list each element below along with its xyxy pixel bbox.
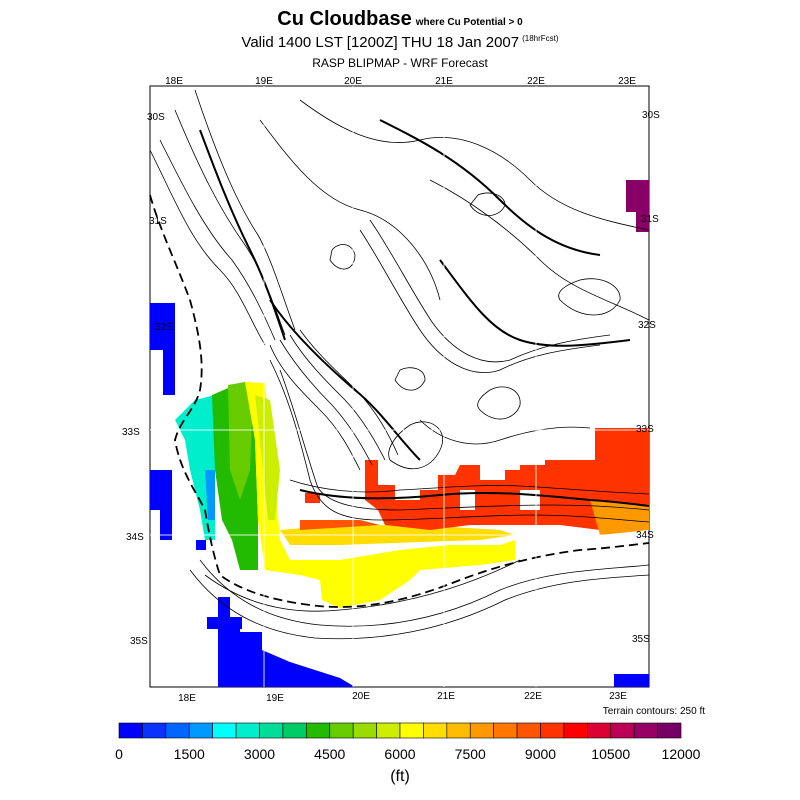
colorbar-tick-label: 10500 — [591, 746, 630, 762]
lon-label-bottom: 23E — [609, 691, 627, 702]
colorbar-swatch — [540, 722, 565, 739]
valid-time-text: Valid 1400 LST [1200Z] THU 18 Jan 2007 — [241, 34, 520, 51]
colorbar-swatch — [165, 722, 190, 739]
colorbar-swatch — [423, 722, 448, 739]
lat-label-left: 32S — [155, 322, 173, 333]
colorbar-swatch — [142, 722, 167, 739]
lat-labels-left: 30S 31S 32S 33S 34S 35S — [122, 112, 173, 647]
colorbar-swatch — [563, 722, 588, 739]
forecast-hours: (18hrFcst) — [522, 34, 559, 43]
colorbar-swatch — [587, 722, 612, 739]
lon-label-top: 21E — [435, 76, 453, 87]
colorbar-tick-label: 7500 — [455, 746, 486, 762]
colorbar-swatch — [212, 722, 237, 739]
colorbar-swatch — [188, 722, 213, 739]
colorbar-swatch — [306, 722, 331, 739]
colorbar-swatch — [610, 722, 635, 739]
lon-labels-bottom: 18E 19E 20E 21E 22E 23E — [178, 691, 627, 704]
colorbar-swatch — [235, 722, 260, 739]
colorbar-ticks: 0 1500 3000 4500 6000 7500 9000 10500 12000 — [115, 746, 701, 762]
colorbar-swatch — [446, 722, 471, 739]
lat-label-left: 35S — [130, 636, 148, 647]
lon-label-bottom: 20E — [352, 691, 370, 702]
colorbar-swatches — [118, 722, 682, 739]
lon-label-bottom: 22E — [524, 691, 542, 702]
title-main: Cu Cloudbase — [277, 8, 412, 30]
lat-label-left: 31S — [149, 216, 167, 227]
colorbar-swatch — [469, 722, 494, 739]
lat-label-right: 34S — [636, 530, 654, 541]
lat-label-left: 33S — [122, 427, 140, 438]
colorbar-swatch — [493, 722, 518, 739]
lon-label-bottom: 21E — [437, 691, 455, 702]
lat-label-left: 34S — [126, 532, 144, 543]
colorbar-swatch — [376, 722, 401, 739]
colorbar-tick-label: 9000 — [525, 746, 556, 762]
coastline — [149, 194, 650, 608]
terrain-note: Terrain contours: 250 ft — [602, 706, 705, 717]
colorbar-swatch — [657, 722, 682, 739]
graticule — [150, 86, 649, 687]
colorbar-tick-label: 6000 — [384, 746, 415, 762]
title-suffix: where Cu Potential > 0 — [415, 17, 523, 28]
colorbar-tick-label: 0 — [115, 746, 123, 762]
lon-label-bottom: 18E — [178, 693, 196, 704]
lon-label-top: 19E — [255, 76, 273, 87]
lat-label-right: 35S — [632, 634, 650, 645]
lat-label-right: 33S — [636, 424, 654, 435]
lat-labels-right: 30S 31S 32S 33S 34S 35S — [632, 110, 660, 645]
lon-label-top: 22E — [527, 76, 545, 87]
colorbar-unit: (ft) — [390, 768, 410, 785]
lon-label-top: 20E — [344, 76, 362, 87]
colorbar-tick-label: 3000 — [244, 746, 275, 762]
colorbar-swatch — [399, 722, 424, 739]
colorbar-swatch — [259, 722, 284, 739]
lat-label-right: 30S — [642, 110, 660, 121]
colorbar-tick-label: 12000 — [662, 746, 701, 762]
colorbar-swatch — [516, 722, 541, 739]
colorbar-swatch — [282, 722, 307, 739]
thick-terrain-contours — [199, 119, 650, 507]
lon-label-top: 23E — [618, 76, 636, 87]
colorbar-swatch — [118, 722, 143, 739]
model-line: RASP BLIPMAP - WRF Forecast — [312, 56, 488, 70]
lon-label-top: 18E — [165, 76, 183, 87]
colorbar-tick-label: 4500 — [314, 746, 345, 762]
colorbar-swatch — [329, 722, 354, 739]
lat-label-left: 30S — [147, 112, 165, 123]
colorbar-tick-label: 1500 — [174, 746, 205, 762]
lat-label-right: 32S — [638, 320, 656, 331]
lat-label-right: 31S — [641, 214, 659, 225]
valid-time-line: Valid 1400 LST [1200Z] THU 18 Jan 2007 (1… — [0, 34, 800, 51]
colorbar-swatch — [633, 722, 658, 739]
map-title: Cu Cloudbase where Cu Potential > 0 — [0, 8, 800, 31]
colorbar-swatch — [352, 722, 377, 739]
lon-label-bottom: 19E — [266, 693, 284, 704]
lon-labels-top: 18E 19E 20E 21E 22E 23E — [165, 76, 636, 87]
